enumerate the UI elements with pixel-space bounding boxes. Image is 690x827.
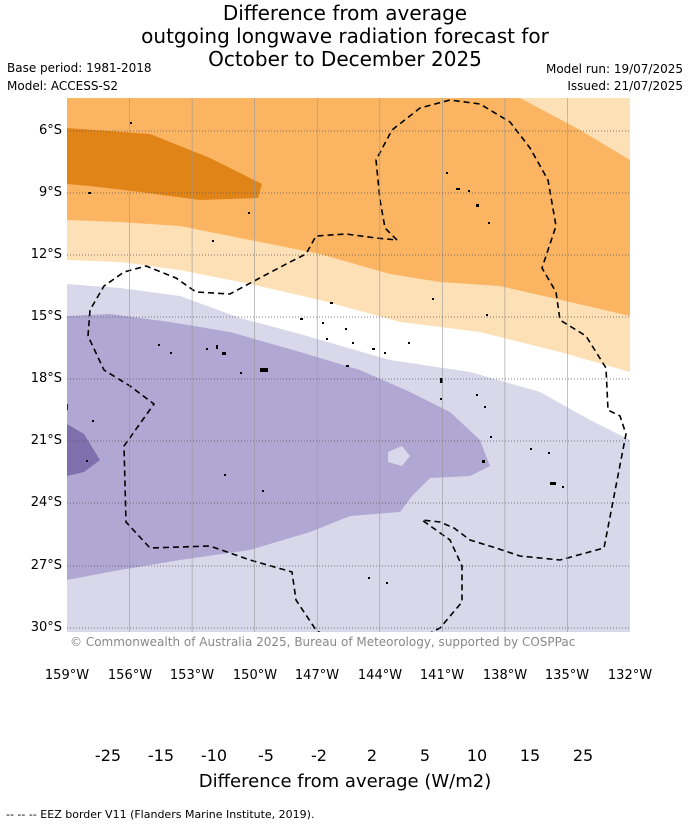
model-run: Model run: 19/07/2025 [545, 62, 683, 76]
colorbar-tick: -2 [311, 746, 327, 765]
title-line-1: Difference from average [222, 1, 468, 25]
lon-label-138w: 138°W [482, 668, 528, 683]
forecast-map: © Commonwealth of Australia 2025, Bureau… [67, 98, 630, 649]
base-period: Base period: 1981-2018 [7, 61, 152, 75]
lat-label-15s: 15°S [30, 309, 62, 324]
lon-label-150w: 150°W [232, 668, 278, 683]
graticule [129, 98, 568, 632]
lon-label-135w: 135°W [544, 668, 590, 683]
lat-label-9s: 9°S [38, 185, 62, 200]
lon-label-147w: 147°W [294, 668, 340, 683]
colorbar-label: Difference from average (W/m2) [198, 771, 492, 792]
lon-label-159w: 159°W [44, 668, 90, 683]
colorbar-tick: -25 [94, 746, 122, 765]
colorbar-tick: -15 [147, 746, 175, 765]
colorbar-tick: 15 [519, 746, 541, 765]
lon-label-144w: 144°W [357, 668, 403, 683]
eez-border [67, 99, 627, 632]
colorbar-tick: 25 [572, 746, 594, 765]
lat-label-27s: 27°S [30, 558, 62, 573]
colorbar-tick: 10 [466, 746, 488, 765]
islands [86, 122, 564, 584]
model-name: Model: ACCESS-S2 [7, 79, 119, 93]
lon-label-156w: 156°W [107, 668, 153, 683]
colorbar-tick: -10 [200, 746, 228, 765]
lat-label-6s: 6°S [38, 123, 62, 138]
colorbar-tick: -5 [258, 746, 274, 765]
lat-label-12s: 12°S [30, 247, 62, 262]
eez-legend: -- -- -- EEZ border V11 (Flanders Marine… [6, 808, 315, 821]
lat-label-24s: 24°S [30, 495, 62, 510]
anomaly-contours [67, 98, 630, 632]
issued-date: Issued: 21/07/2025 [567, 79, 683, 93]
lat-label-18s: 18°S [30, 371, 62, 386]
lon-label-153w: 153°W [169, 668, 215, 683]
title-line-3: October to December 2025 [208, 47, 482, 71]
latitude-lines [67, 130, 630, 629]
copyright-text: © Commonwealth of Australia 2025, Bureau… [70, 635, 575, 649]
lon-label-132w: 132°W [607, 668, 653, 683]
title-line-2: outgoing longwave radiation forecast for [141, 24, 549, 48]
lat-label-30s: 30°S [30, 620, 62, 635]
colorbar-tick: 5 [419, 746, 431, 765]
lon-label-141w: 141°W [419, 668, 465, 683]
lat-label-21s: 21°S [30, 433, 62, 448]
colorbar-tick: 2 [366, 746, 378, 765]
